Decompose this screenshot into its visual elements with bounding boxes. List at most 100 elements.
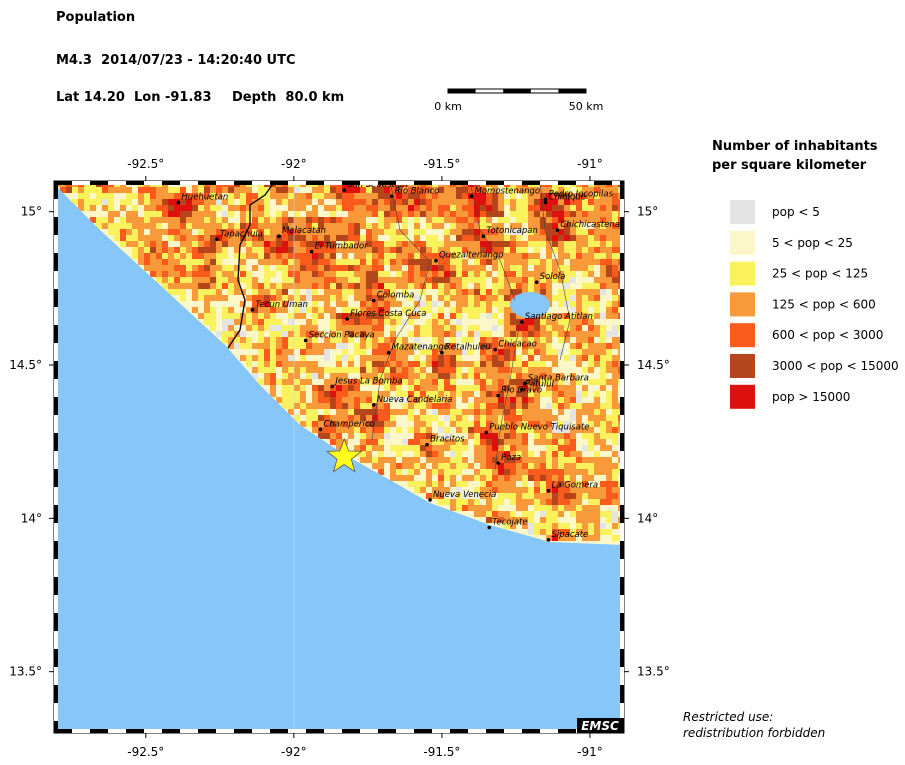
population-cell xyxy=(396,469,402,475)
population-cell xyxy=(600,385,606,391)
population-cell xyxy=(228,325,234,331)
population-cell xyxy=(474,289,480,295)
population-cell xyxy=(198,271,204,277)
population-cell xyxy=(420,205,426,211)
population-cell xyxy=(486,337,492,343)
population-cell xyxy=(600,421,606,427)
population-cell xyxy=(288,313,294,319)
population-cell xyxy=(132,229,138,235)
population-cell xyxy=(480,403,486,409)
population-cell xyxy=(324,355,330,361)
population-cell xyxy=(528,241,534,247)
population-cell xyxy=(288,361,294,367)
population-cell xyxy=(360,241,366,247)
population-cell xyxy=(312,403,318,409)
population-cell xyxy=(294,187,300,193)
population-cell xyxy=(192,241,198,247)
population-cell xyxy=(588,535,594,541)
population-cell xyxy=(492,193,498,199)
population-cell xyxy=(546,193,552,199)
population-cell xyxy=(318,367,324,373)
population-cell xyxy=(498,379,504,385)
population-cell xyxy=(312,223,318,229)
population-cell xyxy=(540,211,546,217)
population-cell xyxy=(474,301,480,307)
population-cell xyxy=(450,373,456,379)
population-cell xyxy=(228,343,234,349)
y-tick-label: 15° xyxy=(637,205,658,219)
population-cell xyxy=(174,259,180,265)
population-cell xyxy=(552,373,558,379)
population-cell xyxy=(594,391,600,397)
population-cell xyxy=(372,301,378,307)
population-cell xyxy=(498,295,504,301)
population-cell xyxy=(600,433,606,439)
population-cell xyxy=(474,205,480,211)
population-cell xyxy=(450,451,456,457)
population-cell xyxy=(612,421,618,427)
population-cell xyxy=(504,349,510,355)
population-cell xyxy=(438,211,444,217)
population-cell xyxy=(522,397,528,403)
population-cell xyxy=(252,223,258,229)
population-cell xyxy=(414,241,420,247)
population-cell xyxy=(612,373,618,379)
population-cell xyxy=(342,325,348,331)
population-cell xyxy=(282,259,288,265)
population-cell xyxy=(444,325,450,331)
population-cell xyxy=(600,523,606,529)
population-cell xyxy=(324,283,330,289)
population-cell xyxy=(540,271,546,277)
population-cell xyxy=(462,397,468,403)
population-cell xyxy=(366,229,372,235)
population-cell xyxy=(378,349,384,355)
population-cell xyxy=(336,415,342,421)
population-cell xyxy=(294,247,300,253)
population-cell xyxy=(342,427,348,433)
population-cell xyxy=(342,349,348,355)
population-cell xyxy=(270,367,276,373)
city-label: Seccion Pacaya xyxy=(309,330,375,340)
population-cell xyxy=(492,343,498,349)
population-cell xyxy=(210,199,216,205)
population-cell xyxy=(486,259,492,265)
population-cell xyxy=(348,223,354,229)
population-cell xyxy=(270,259,276,265)
population-cell xyxy=(300,301,306,307)
population-cell xyxy=(360,199,366,205)
population-cell xyxy=(594,451,600,457)
population-cell xyxy=(450,187,456,193)
population-cell xyxy=(588,331,594,337)
population-cell xyxy=(576,361,582,367)
population-cell xyxy=(546,355,552,361)
population-cell xyxy=(498,223,504,229)
population-cell xyxy=(258,259,264,265)
population-cell xyxy=(78,193,84,199)
population-cell xyxy=(450,469,456,475)
population-cell xyxy=(384,313,390,319)
population-cell xyxy=(294,259,300,265)
population-cell xyxy=(606,235,612,241)
population-cell xyxy=(318,307,324,313)
population-cell xyxy=(576,235,582,241)
population-cell xyxy=(612,235,618,241)
population-cell xyxy=(414,469,420,475)
city-dot xyxy=(345,317,349,321)
population-cell xyxy=(564,481,570,487)
population-cell xyxy=(570,235,576,241)
population-cell xyxy=(366,319,372,325)
population-cell xyxy=(492,505,498,511)
population-cell xyxy=(330,241,336,247)
population-cell xyxy=(228,211,234,217)
population-cell xyxy=(588,325,594,331)
population-cell xyxy=(582,217,588,223)
population-cell xyxy=(534,337,540,343)
population-cell xyxy=(420,361,426,367)
population-cell xyxy=(396,343,402,349)
population-cell xyxy=(558,505,564,511)
population-cell xyxy=(594,463,600,469)
population-cell xyxy=(582,403,588,409)
population-cell xyxy=(360,307,366,313)
population-cell xyxy=(480,367,486,373)
population-cell xyxy=(234,253,240,259)
